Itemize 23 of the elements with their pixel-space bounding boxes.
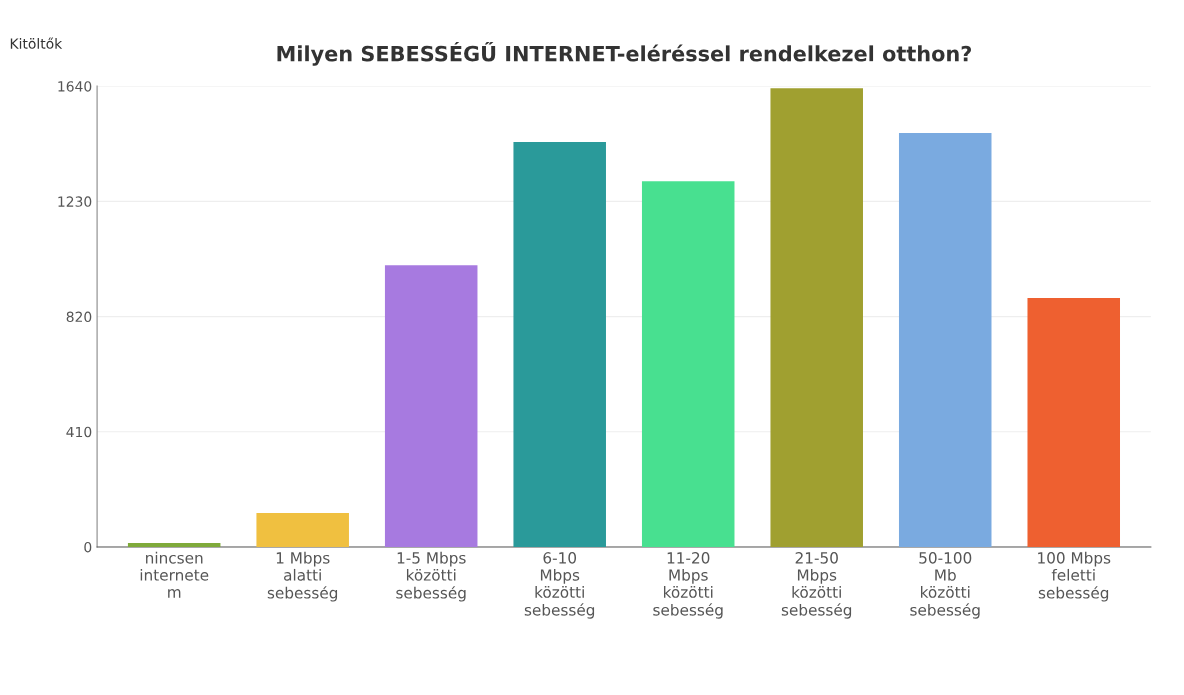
y-tick-label: 820 <box>66 311 92 323</box>
x-tick-label: 6-10 Mbps közötti sebesség <box>524 552 595 619</box>
x-tick-label: 11-20 Mbps közötti sebesség <box>653 552 723 619</box>
bar <box>513 142 606 547</box>
y-tick-label: 1230 <box>58 196 92 207</box>
bar <box>384 265 478 547</box>
x-tick-label: 50-100 Mb közötti sebesség <box>910 552 980 619</box>
bar <box>641 181 735 547</box>
bar <box>127 543 221 547</box>
x-tick-label: 1-5 Mbps közötti sebesség <box>396 551 466 602</box>
bar <box>898 133 992 547</box>
bar <box>1027 298 1121 547</box>
y-tick-label: 0 <box>84 541 92 553</box>
y-tick-label: 410 <box>66 426 92 438</box>
x-tick-label: 100 Mbps feletti sebesség <box>1038 551 1111 602</box>
bar <box>770 88 863 547</box>
bar <box>256 512 349 547</box>
x-tick-label: 21-50 Mbps közötti sebesség <box>781 552 852 619</box>
chart-title: Milyen SEBESSÉGŰ INTERNET-eléréssel rendelkezel otthon? <box>277 41 971 66</box>
x-tick-label: nincsen internete m <box>140 551 209 598</box>
y-tick-label: 1640 <box>58 81 92 92</box>
y-axis-title: Kitöltők <box>10 37 63 49</box>
x-tick-label: 1 Mbps alatti sebesség <box>267 551 338 602</box>
